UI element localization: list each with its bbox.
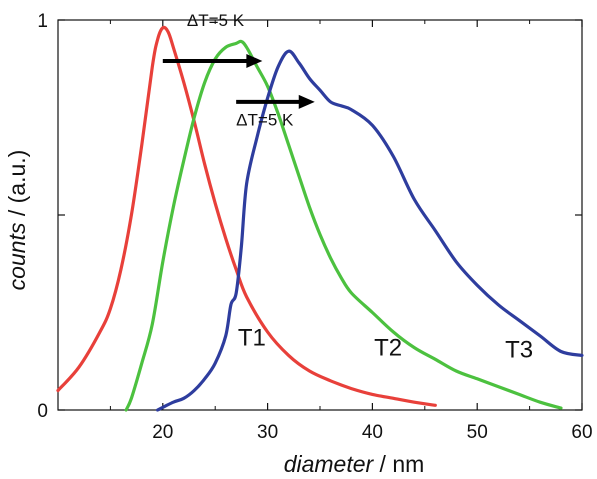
x-tick-label: 40	[362, 422, 383, 443]
annotation-layer: ΔT=5 K ΔT=5 K T1 T2 T3	[163, 11, 533, 364]
plot-area-frame	[58, 20, 582, 410]
y-axis-title: counts / (a.u.)	[4, 150, 30, 291]
delta-t-label-2: ΔT=5 K	[236, 110, 294, 129]
y-axis-ticks: 01	[37, 11, 582, 422]
curve-label-t3: T3	[505, 336, 533, 363]
delta-t-arrow-head-2	[299, 95, 315, 109]
x-axis-title-unit: / nm	[373, 451, 424, 477]
x-tick-label: 20	[152, 422, 173, 443]
series-line-t2	[126, 41, 561, 410]
curve-label-t2: T2	[374, 334, 402, 361]
y-tick-label: 1	[37, 11, 48, 32]
plot-border	[58, 20, 582, 410]
y-axis-title-unit: / (a.u.)	[4, 150, 30, 223]
x-axis-title-italic: diameter	[284, 451, 375, 477]
y-tick-label: 0	[37, 401, 48, 422]
y-axis-title-italic: counts	[4, 222, 30, 290]
x-axis-title: diameter / nm	[284, 451, 425, 477]
delta-t-arrow-head-1	[246, 54, 262, 68]
curve-label-t1: T1	[238, 325, 266, 352]
delta-t-label-1: ΔT=5 K	[187, 11, 245, 30]
x-tick-label: 60	[571, 422, 592, 443]
series-layer	[58, 27, 582, 410]
x-tick-label: 50	[467, 422, 488, 443]
x-tick-label: 30	[257, 422, 278, 443]
